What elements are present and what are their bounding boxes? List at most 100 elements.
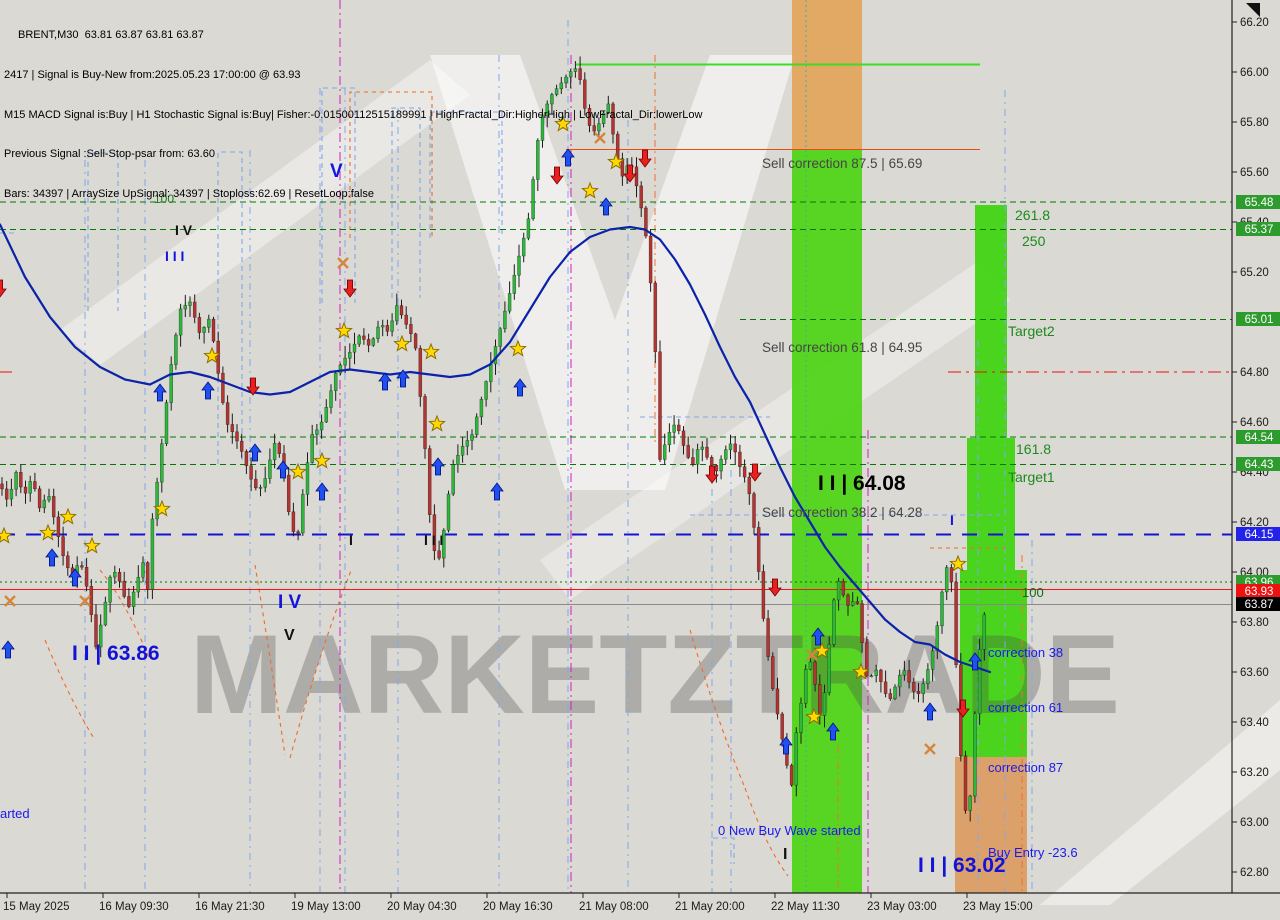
- price-tick-label: 65.80: [1240, 117, 1269, 129]
- exit-x-icon: [4, 595, 16, 607]
- star-marker-icon: [805, 707, 823, 725]
- price-tick-label: 66.00: [1240, 67, 1269, 79]
- annotation-label: I I | 63.86: [72, 642, 160, 665]
- price-levels: [0, 63, 1232, 606]
- bars-info-line: Bars: 34397 | ArraySize UpSignal: 34397 …: [4, 187, 374, 200]
- price-axis[interactable]: 66.2066.0065.8065.6065.4065.2064.8064.60…: [1231, 0, 1280, 893]
- star-marker-icon: [607, 152, 625, 170]
- svg-text:65.01: 65.01: [1245, 314, 1274, 326]
- annotation-label: V: [284, 627, 295, 644]
- buy-arrow-icon: [248, 443, 262, 462]
- price-tick-label: 65.20: [1240, 267, 1269, 279]
- time-tick-label: 16 May 09:30: [99, 901, 169, 913]
- star-marker-icon: [949, 554, 967, 572]
- indicator-header: BRENT,M30 63.81 63.87 63.81 63.87 2417 |…: [4, 3, 702, 214]
- annotation-label: Sell correction 61.8 | 64.95: [762, 340, 922, 355]
- sell-arrow-icon: [550, 166, 564, 185]
- price-badge: 65.48: [1236, 195, 1280, 209]
- time-tick-label: 23 May 03:00: [867, 901, 937, 913]
- price-badge: 65.01: [1236, 312, 1280, 326]
- price-tick-label: 63.60: [1240, 667, 1269, 679]
- star-marker-icon: [393, 334, 411, 352]
- price-tick-label: 64.80: [1240, 367, 1269, 379]
- annotation-label: correction 38: [988, 645, 1063, 660]
- annotation-label: I: [950, 512, 954, 528]
- sell-arrow-icon: [705, 465, 719, 484]
- donchian-step-line: [87, 152, 119, 311]
- star-marker-icon: [554, 114, 572, 132]
- buy-arrow-icon: [779, 736, 793, 755]
- donchian-step-line: [321, 87, 356, 303]
- annotation-label: I I I: [165, 248, 184, 264]
- buy-arrow-icon: [923, 702, 937, 721]
- chart-shift-marker-icon: [1246, 3, 1260, 17]
- band: [967, 438, 1015, 570]
- svg-text:63.87: 63.87: [1245, 599, 1274, 611]
- star-marker-icon: [335, 321, 353, 339]
- annotation-label: Buy Entry -23.6: [988, 845, 1078, 860]
- star-marker-icon: [581, 181, 599, 199]
- time-axis[interactable]: 15 May 2025 16 May 09:30 16 May 21:30 19 Ma…: [0, 892, 1280, 913]
- band: [975, 205, 1007, 438]
- time-tick-label: 16 May 21:30: [195, 901, 265, 913]
- star-marker-icon: [422, 342, 440, 360]
- donchian-step-line: [429, 111, 503, 238]
- candles: [0, 56, 987, 822]
- buy-arrow-icon: [153, 383, 167, 402]
- price-tick-label: 65.60: [1240, 167, 1269, 179]
- annotation-label: 100: [1022, 585, 1044, 600]
- buy-arrow-icon: [276, 460, 290, 479]
- annotation-label: I: [783, 846, 787, 863]
- buy-arrow-icon: [968, 652, 982, 671]
- band: [792, 0, 862, 150]
- buy-arrow-icon: [68, 568, 82, 587]
- sell-arrow-icon: [0, 279, 7, 298]
- svg-text:64.15: 64.15: [1245, 529, 1274, 541]
- band: [792, 150, 862, 893]
- price-tick-label: 63.80: [1240, 617, 1269, 629]
- annotation-label: correction 87: [988, 760, 1063, 775]
- time-tick-label: 15 May 2025: [3, 901, 70, 913]
- sell-arrow-icon: [246, 377, 260, 396]
- star-marker-icon: [59, 507, 77, 525]
- psar-dotted-line: [744, 787, 789, 877]
- time-tick-label: 23 May 15:00: [963, 901, 1033, 913]
- annotation-label: 250: [1022, 233, 1046, 249]
- star-marker-icon: [813, 641, 831, 659]
- svg-text:64.54: 64.54: [1245, 432, 1274, 444]
- star-marker-icon: [852, 662, 870, 680]
- exit-x-icon: [337, 257, 349, 269]
- sell-arrow-icon: [768, 578, 782, 597]
- time-tick-label: 21 May 08:00: [579, 901, 649, 913]
- time-tick-label: 19 May 13:00: [291, 901, 361, 913]
- sell-arrow-icon: [638, 149, 652, 168]
- price-badge: 64.15: [1236, 527, 1280, 541]
- svg-text:65.37: 65.37: [1245, 224, 1274, 236]
- donchian-step-line: [217, 151, 243, 464]
- annotation-label: Sell correction 87.5 | 65.69: [762, 156, 922, 171]
- annotation-label: 0 New Buy Wave started: [718, 823, 861, 838]
- buy-arrow-icon: [431, 457, 445, 476]
- annotation-label: I I I: [424, 532, 443, 548]
- price-badge: 63.87: [1236, 597, 1280, 611]
- buy-arrow-icon: [315, 482, 329, 501]
- price-tick-label: 64.20: [1240, 517, 1269, 529]
- buy-arrow-icon: [1, 640, 15, 659]
- macd-stochastic-line: M15 MACD Signal is:Buy | H1 Stochastic S…: [4, 108, 703, 121]
- price-badge: 65.37: [1236, 222, 1280, 236]
- svg-text:63.93: 63.93: [1245, 586, 1274, 598]
- buy-arrow-icon: [561, 148, 575, 167]
- buy-arrow-icon: [396, 369, 410, 388]
- annotation-label: arted: [0, 806, 30, 821]
- annotation-label: Target1: [1008, 469, 1055, 485]
- previous-signal-line: Previous Signal :Sell-Stop-psar from: 63…: [4, 148, 215, 161]
- annotation-label: 100: [154, 192, 174, 206]
- price-tick-label: 63.40: [1240, 717, 1269, 729]
- psar-dotted-line: [254, 564, 286, 756]
- star-marker-icon: [509, 339, 527, 357]
- buy-arrow-icon: [599, 197, 613, 216]
- time-tick-label: 21 May 20:00: [675, 901, 745, 913]
- buy-arrow-icon: [490, 482, 504, 501]
